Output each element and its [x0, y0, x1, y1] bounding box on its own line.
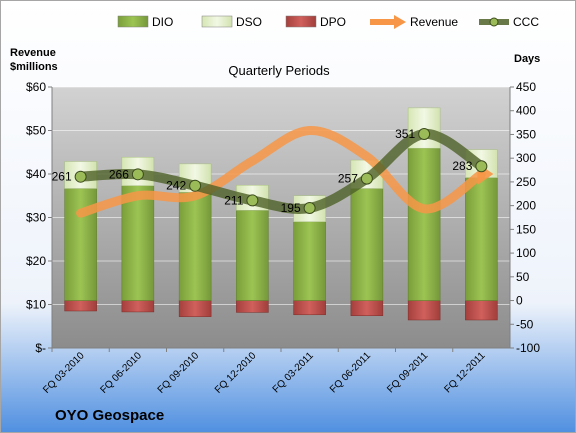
ccc-point — [303, 202, 316, 215]
lines-group — [74, 126, 494, 218]
left-tick-label: $10 — [26, 298, 46, 312]
bar-dio — [178, 192, 212, 301]
legend-swatch-revenue-arrow — [394, 15, 406, 29]
right-axis: -100 -50 0 50 100 150 200 250 300 350 400 450 — [510, 80, 540, 355]
company-name: OYO Geospace — [55, 407, 164, 424]
right-tick-label: 100 — [516, 246, 536, 260]
ccc-point — [74, 170, 87, 183]
right-tick-label: -100 — [516, 341, 540, 355]
revenue-line — [76, 126, 486, 218]
right-tick-label: 200 — [516, 199, 536, 213]
bar-dio — [350, 188, 384, 301]
right-tick-label: 450 — [516, 80, 536, 94]
ccc-data-label: 351 — [395, 127, 415, 141]
bar-dpo — [121, 300, 155, 313]
left-axis-title-line2: $millions — [10, 61, 58, 73]
left-tick-label: $60 — [26, 80, 46, 94]
legend-label-revenue: Revenue — [410, 15, 458, 29]
data-labels: 261 266 242 211 195 257 351 283 — [52, 127, 473, 215]
ccc-data-label: 195 — [281, 201, 301, 215]
left-axis-title-line1: Revenue — [10, 47, 56, 59]
ccc-data-label: 283 — [452, 159, 472, 173]
ccc-point — [360, 172, 373, 185]
ccc-data-label: 242 — [166, 179, 186, 193]
legend-swatch-ccc-marker — [489, 17, 499, 27]
bar-dpo — [178, 300, 212, 317]
left-axis: $- $10 $20 $30 $40 $50 $60 — [26, 80, 52, 355]
right-tick-label: -50 — [516, 317, 534, 331]
legend-label-ccc: CCC — [513, 15, 539, 29]
ccc-data-label: 211 — [224, 193, 243, 207]
legend: DIO DSO DPO Revenue CCC — [117, 15, 539, 29]
bar-dpo — [407, 300, 441, 321]
ccc-point — [246, 194, 259, 207]
bar-dio — [121, 185, 155, 301]
ccc-point — [131, 168, 144, 181]
right-tick-label: 0 — [516, 294, 523, 308]
right-tick-label: 50 — [516, 270, 530, 284]
ccc-point — [189, 179, 202, 192]
legend-label-dio: DIO — [152, 15, 173, 29]
legend-swatch-dpo — [285, 15, 317, 28]
legend-swatch-dio — [117, 15, 149, 28]
bar-dio — [293, 221, 326, 301]
right-tick-label: 250 — [516, 175, 536, 189]
left-tick-label: $50 — [26, 124, 46, 138]
bar-dpo — [350, 300, 384, 316]
ccc-data-label: 261 — [52, 170, 72, 184]
ccc-data-label: 266 — [109, 167, 129, 181]
right-tick-label: 300 — [516, 151, 536, 165]
left-tick-label: $30 — [26, 211, 46, 225]
ccc-data-label: 257 — [338, 172, 358, 186]
ccc-point — [475, 160, 488, 173]
ccc-point — [418, 127, 431, 140]
bar-dpo — [293, 300, 326, 316]
bar-dpo — [236, 300, 269, 313]
legend-label-dpo: DPO — [320, 15, 346, 29]
legend-swatch-dso — [201, 15, 233, 28]
right-tick-label: 150 — [516, 222, 536, 236]
left-tick-label: $- — [35, 341, 46, 355]
right-tick-label: 350 — [516, 127, 536, 141]
left-tick-label: $20 — [26, 254, 46, 268]
bar-dpo — [64, 300, 97, 312]
bar-dio — [407, 147, 441, 301]
left-tick-label: $40 — [26, 167, 46, 181]
chart-subtitle: Quarterly Periods — [228, 63, 330, 78]
bar-dio — [465, 177, 498, 301]
bars-group — [64, 107, 498, 321]
right-tick-label: 400 — [516, 104, 536, 118]
legend-label-dso: DSO — [236, 15, 262, 29]
right-axis-title: Days — [514, 53, 540, 65]
bar-dio — [236, 210, 269, 301]
bar-dpo — [465, 300, 498, 321]
